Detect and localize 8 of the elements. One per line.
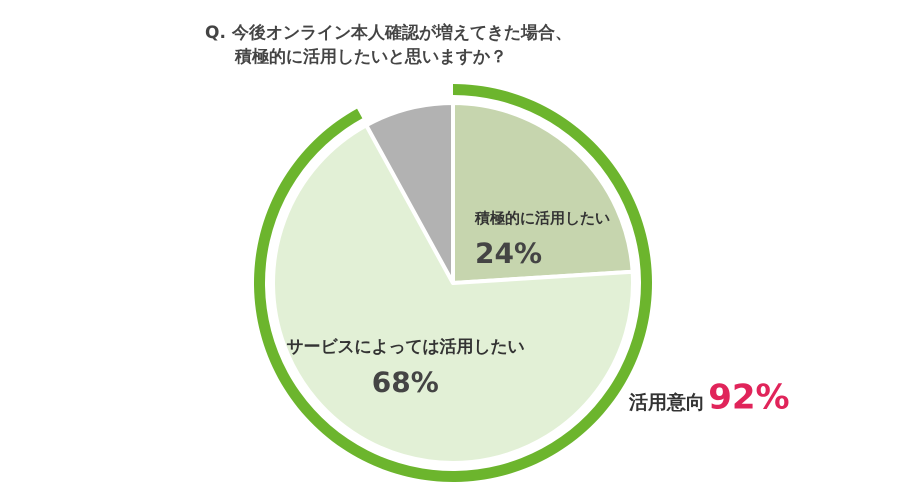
chart-title: Q. 今後オンライン本人確認が増えてきた場合、 xyxy=(205,22,572,43)
data-label: 68% xyxy=(372,366,439,399)
data-label: 92% xyxy=(708,378,790,418)
slice-label: 活用意向 xyxy=(628,392,706,414)
slice-label: 積極的に活用したい xyxy=(474,209,610,227)
data-label: 24% xyxy=(475,237,542,270)
chart-subtitle: 積極的に活用したいと思いますか？ xyxy=(234,47,507,67)
slice-label: サービスによっては活用したい xyxy=(286,336,524,357)
